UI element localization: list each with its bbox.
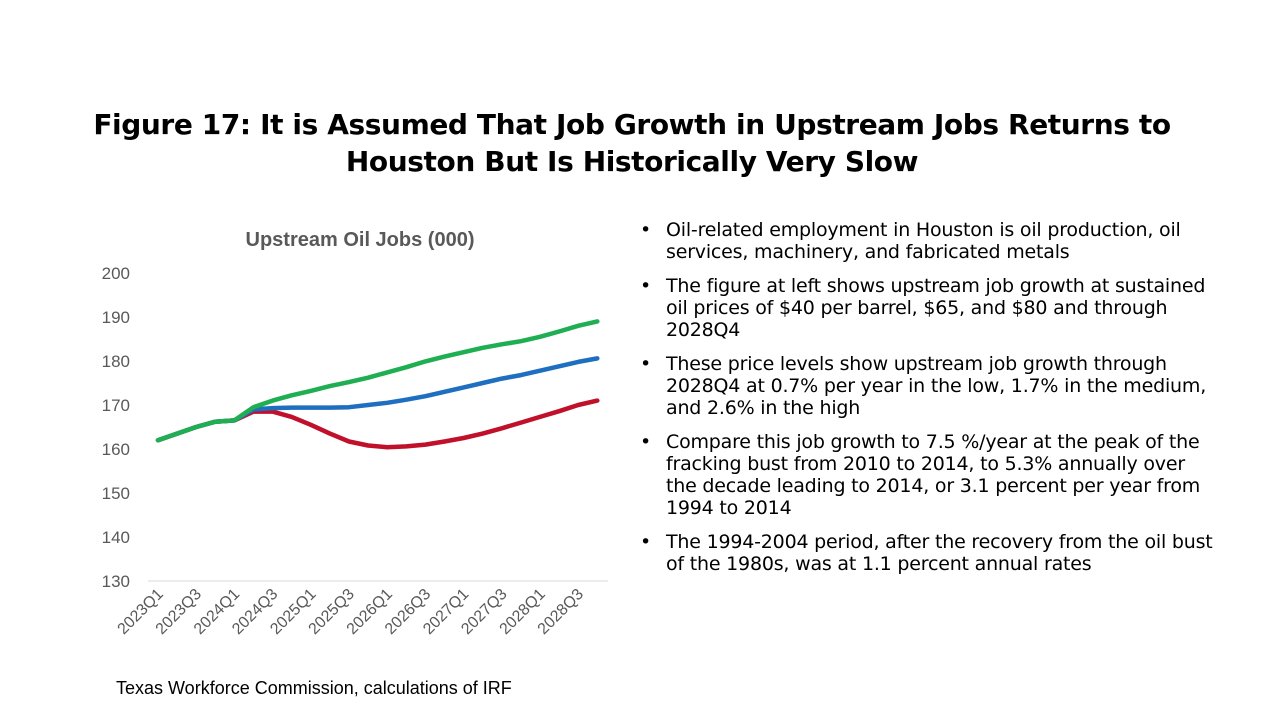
y-tick-label: 180 [102, 352, 130, 371]
chart-title: Upstream Oil Jobs (000) [246, 229, 475, 251]
y-tick-label: 190 [102, 308, 130, 327]
bullet-dot-icon: • [640, 219, 652, 241]
bullet-dot-icon: • [640, 353, 652, 375]
bullet-dot-icon: • [640, 431, 652, 453]
bullet-text: These price levels show upstream job gro… [666, 353, 1207, 419]
y-tick-label: 200 [102, 264, 130, 283]
source-note: Texas Workforce Commission, calculations… [116, 678, 512, 698]
slide-title-line-1: Figure 17: It is Assumed That Job Growth… [93, 108, 1171, 141]
bullet-item: • The 1994-2004 period, after the recover… [640, 531, 1220, 575]
series-lines [155, 319, 600, 450]
y-axis: 130 140 150 160 170 180 190 200 [102, 264, 130, 591]
bullet-item: • These price levels show upstream job gr… [640, 353, 1220, 419]
slide-title-line-2: Houston But Is Historically Very Slow [345, 145, 919, 178]
y-tick-label: 150 [102, 484, 130, 503]
chart-svg: Upstream Oil Jobs (000) 1301401501601701… [102, 229, 608, 638]
bullet-item: • Oil-related employment in Houston is oi… [640, 219, 1220, 263]
series-line-1 [155, 398, 600, 450]
y-tick-label: 160 [102, 440, 130, 459]
bullet-item: • Compare this job growth to 7.5 %/year a… [640, 431, 1220, 519]
bullet-list: • Oil-related employment in Houston is oi… [640, 219, 1220, 587]
bullet-text: The figure at left shows upstream job gr… [666, 275, 1206, 341]
bullet-item: • The figure at left shows upstream job g… [640, 275, 1220, 341]
bullet-text: Compare this job growth to 7.5 %/year at… [666, 431, 1201, 519]
y-tick-label: 130 [102, 572, 130, 591]
bullet-dot-icon: • [640, 275, 652, 297]
slide-title: Figure 17: It is Assumed That Job Growth… [40, 106, 1224, 180]
y-tick-label: 170 [102, 396, 130, 415]
bullet-dot-icon: • [640, 531, 652, 553]
x-axis: 2023Q12023Q32024Q12024Q32025Q12025Q32026… [115, 580, 608, 638]
series-line-2 [155, 356, 600, 443]
upstream-jobs-chart: Upstream Oil Jobs (000) 130 140 150 160 170 1… [80, 218, 640, 678]
bullet-text: Oil-related employment in Houston is oil… [666, 219, 1181, 263]
y-tick-label: 140 [102, 528, 130, 547]
series-line-3 [155, 319, 600, 443]
bullet-text: The 1994-2004 period, after the recovery… [666, 531, 1213, 575]
